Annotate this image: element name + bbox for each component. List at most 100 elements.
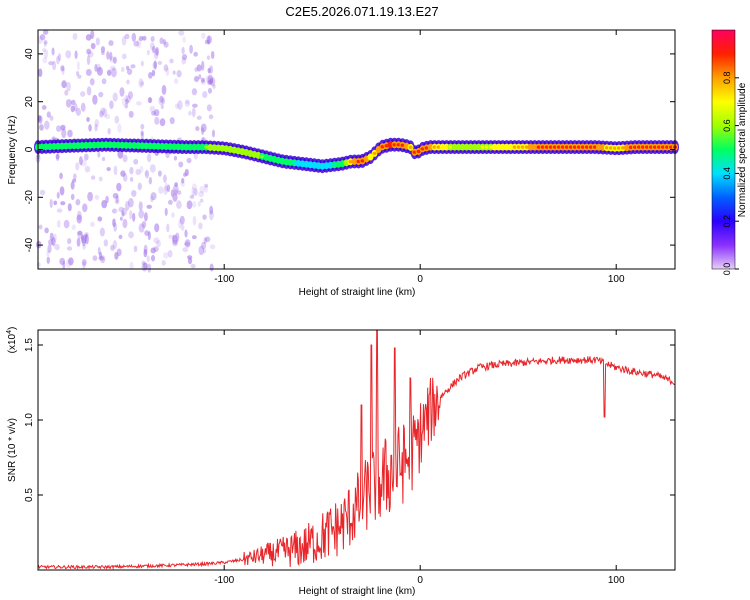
- spectrogram-speckle: [148, 97, 152, 104]
- spectrogram-speckle: [146, 255, 150, 263]
- spectrogram-speckle: [124, 33, 130, 40]
- spectrogram-speckle: [195, 126, 200, 132]
- spectrogram-speckle: [142, 35, 147, 41]
- spectrogram-speckle: [80, 159, 87, 167]
- ridge-core: [48, 145, 53, 149]
- ridge-core: [496, 145, 501, 149]
- ridge-core: [272, 157, 277, 161]
- spectrogram-speckle: [122, 154, 128, 163]
- spectrogram-speckle: [140, 130, 144, 136]
- spectrogram-speckle: [178, 161, 184, 168]
- spectrogram-speckle: [97, 247, 101, 255]
- spectrogram-speckle: [186, 157, 192, 164]
- spectrogram-speckle: [43, 40, 48, 45]
- ridge-core: [476, 145, 481, 149]
- spectrogram-speckle: [198, 222, 203, 230]
- ridge-core: [100, 143, 105, 147]
- spectrogram-speckle: [161, 97, 166, 105]
- spectrogram-speckle: [208, 114, 214, 120]
- ridge-core: [628, 145, 633, 150]
- spectrogram-speckle: [114, 252, 119, 260]
- spectrogram-speckle: [121, 53, 127, 60]
- spectrogram-speckle: [154, 116, 160, 125]
- spectrogram-speckle: [133, 245, 138, 253]
- spectrogram-speckle: [67, 238, 72, 245]
- spectrogram-speckle: [86, 48, 92, 55]
- ridge-core: [548, 145, 553, 149]
- snr-y-tick-label: 0.5: [24, 488, 35, 502]
- spectrogram-speckle: [83, 153, 89, 161]
- spectrogram-speckle: [37, 35, 43, 45]
- spectrogram-speckle: [106, 69, 112, 76]
- spectrogram-speckle: [153, 109, 160, 117]
- spectrogram-speckle: [119, 216, 123, 221]
- spectrogram-speckle: [206, 35, 213, 44]
- ridge-core: [640, 145, 645, 149]
- ridge-core: [40, 145, 45, 149]
- spectrogram-speckle: [46, 256, 51, 264]
- ridge-core: [484, 145, 489, 149]
- ridge-core: [276, 158, 281, 162]
- ridge-core: [56, 144, 61, 148]
- spectrogram-speckle: [200, 123, 207, 133]
- ridge-core: [192, 145, 197, 149]
- spectrogram-speckle: [181, 57, 187, 65]
- spectrogram-speckle: [95, 37, 100, 46]
- spectrogram-speckle: [151, 110, 157, 116]
- spectrogram-speckle: [88, 124, 92, 132]
- ridge-core: [596, 145, 601, 149]
- spectrogram-speckle: [201, 32, 206, 39]
- spectrogram-speckle: [130, 64, 136, 69]
- spectrogram-speckle: [52, 60, 57, 71]
- spectrogram-speckle: [198, 73, 202, 80]
- spectrogram-speckle: [205, 236, 211, 243]
- ridge-core: [364, 157, 369, 161]
- ridge-core: [196, 145, 201, 149]
- ridge-core: [332, 163, 337, 167]
- colorbar: 0.0 0.2 0.4 0.6 0.8 Normalized spectral ampl…: [711, 29, 748, 275]
- colorbar-tick-label: 0.8: [722, 72, 732, 85]
- spectrogram-speckle: [122, 173, 128, 182]
- colorbar-tick-label: 0.6: [722, 119, 732, 132]
- ridge-core: [344, 161, 349, 165]
- spectrogram-speckle: [153, 49, 159, 60]
- spectrogram-speckle: [66, 246, 73, 251]
- ridge-core: [668, 145, 673, 149]
- spectrogram-speckle: [140, 60, 144, 67]
- ridge-core: [160, 144, 165, 149]
- spectrogram-speckle: [132, 212, 136, 222]
- spectrogram-speckle: [172, 239, 179, 246]
- ridge-core: [424, 146, 429, 150]
- snr-plot-area: [38, 330, 675, 570]
- ridge-core: [396, 143, 401, 147]
- spectrogram-speckle: [85, 34, 92, 41]
- spectrogram-speckle: [71, 224, 76, 231]
- spectrogram-speckle: [84, 234, 89, 245]
- ridge-core: [520, 145, 525, 149]
- spectrogram-speckle: [101, 78, 107, 85]
- ridge-core: [564, 145, 569, 149]
- spectrogram-speckle: [151, 69, 156, 77]
- spectrogram-speckle: [191, 107, 196, 118]
- spectrogram-speckle: [161, 260, 166, 266]
- ridge-core: [232, 148, 237, 152]
- ridge-core: [516, 145, 521, 149]
- spectrogram-speckle: [182, 247, 189, 253]
- spectrogram-speckle: [98, 176, 103, 182]
- ridge-core: [540, 145, 545, 149]
- spectrogram-speckle: [153, 60, 157, 70]
- spectrogram-speckle: [194, 67, 198, 73]
- spectrogram-speckle: [38, 224, 43, 230]
- spectrogram-speckle: [68, 257, 74, 266]
- ridge-core: [172, 145, 177, 149]
- spectrogram-x-tick-label: 0: [417, 274, 423, 285]
- spectrogram-speckle: [209, 263, 214, 272]
- spectrogram-speckle: [106, 166, 111, 172]
- spectrogram-speckle: [137, 182, 142, 191]
- spectrogram-speckle: [138, 201, 143, 211]
- ridge-core: [428, 145, 433, 149]
- spectrogram-speckle: [152, 61, 158, 69]
- spectrogram-speckle: [127, 198, 134, 208]
- spectrogram-speckle: [121, 66, 125, 73]
